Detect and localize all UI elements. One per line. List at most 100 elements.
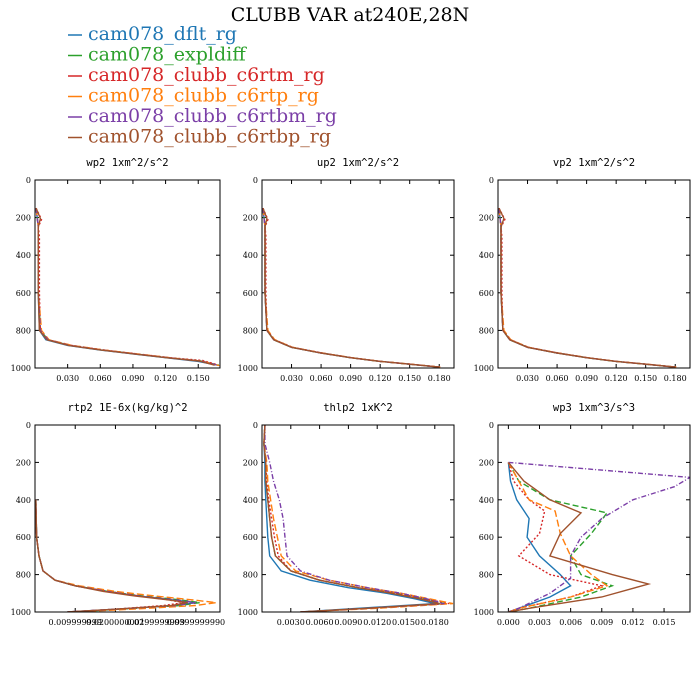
- x-tick-label: 0.0180: [421, 618, 449, 627]
- series-line-cam078_clubb_c6rtp_rg: [263, 425, 454, 612]
- legend-label: cam078_clubb_c6rtp_rg: [88, 85, 319, 107]
- legend-item: cam078_clubb_c6rtp_rg: [68, 85, 319, 107]
- y-tick-label: 200: [243, 214, 258, 223]
- plot-frame: [497, 179, 691, 369]
- legend-item: cam078_dflt_rg: [68, 23, 237, 45]
- legend-item: cam078_clubb_c6rtbm_rg: [68, 105, 337, 127]
- y-tick-label: 0: [253, 176, 258, 185]
- series-line-cam078_clubb_c6rtbp_rg: [35, 207, 215, 366]
- series-line-cam078_clubb_c6rtbp_rg: [35, 499, 188, 612]
- legend-label: cam078_dflt_rg: [88, 23, 237, 45]
- series-line-cam078_clubb_c6rtbm_rg: [498, 208, 676, 368]
- series-line-cam078_clubb_c6rtp_rg: [35, 208, 220, 367]
- series-line-cam078_expldiff: [263, 425, 445, 612]
- y-tick-label: 400: [479, 251, 494, 260]
- series-line-cam078_expldiff: [35, 499, 200, 612]
- plot-frame: [261, 424, 455, 613]
- x-tick-label: 0.150: [398, 374, 421, 383]
- series-line-cam078_clubb_c6rtbp_rg: [498, 207, 676, 368]
- x-tick-label: 0.000: [497, 618, 520, 627]
- panel-title: up2 1xm^2/s^2: [317, 157, 399, 169]
- series-line-cam078_clubb_c6rtp_rg: [507, 462, 609, 612]
- x-tick-label: 0.060: [310, 374, 333, 383]
- x-tick-label: 0.180: [428, 374, 451, 383]
- y-tick-label: 800: [243, 326, 258, 335]
- x-tick-label: 0.060: [546, 374, 569, 383]
- plot-frame: [34, 424, 221, 613]
- y-tick-label: 800: [16, 326, 31, 335]
- x-tick-label: 0.009: [590, 618, 613, 627]
- x-tick-label: 0.180: [664, 374, 687, 383]
- y-tick-label: 200: [16, 458, 31, 467]
- series-line-cam078_dflt_rg: [498, 208, 676, 368]
- series-line-cam078_dflt_rg: [507, 462, 572, 612]
- y-tick-label: 600: [16, 533, 31, 542]
- series-line-cam078_clubb_c6rtm_rg: [35, 207, 216, 365]
- y-tick-label: 200: [16, 214, 31, 223]
- legend-item: cam078_clubb_c6rtm_rg: [68, 64, 325, 86]
- series-line-cam078_clubb_c6rtp_rg: [498, 208, 677, 368]
- y-tick-label: 800: [479, 326, 494, 335]
- legend: cam078_dflt_rgcam078_expldiffcam078_club…: [68, 23, 337, 148]
- x-tick-label: 0.015: [653, 618, 676, 627]
- y-tick-label: 1000: [238, 608, 258, 617]
- y-tick-label: 400: [16, 496, 31, 505]
- x-tick-label: 0.0200000001: [86, 618, 145, 627]
- panels: wp2 1xm^2/s^2 0 200 400 600 800 1000 0.030 0.060…: [11, 157, 691, 627]
- y-tick-label: 600: [479, 289, 494, 298]
- x-tick-label: 0.090: [339, 374, 362, 383]
- legend-label: cam078_clubb_c6rtm_rg: [88, 64, 325, 86]
- series-line-cam078_clubb_c6rtm_rg: [262, 207, 441, 368]
- y-tick-label: 400: [479, 496, 494, 505]
- y-tick-label: 0: [253, 421, 258, 430]
- y-tick-label: 600: [16, 289, 31, 298]
- y-tick-label: 800: [243, 571, 258, 580]
- x-tick-label: 0.003: [528, 618, 551, 627]
- series-line-cam078_clubb_c6rtbp_rg: [263, 425, 440, 612]
- panel-title: thlp2 1xK^2: [323, 402, 393, 414]
- series-line-cam078_expldiff: [262, 208, 440, 368]
- x-tick-label: 0.006: [559, 618, 582, 627]
- panel-title: vp2 1xm^2/s^2: [553, 157, 635, 169]
- series-line-cam078_clubb_c6rtbm_rg: [508, 461, 690, 612]
- x-tick-label: 0.0030: [277, 618, 305, 627]
- y-tick-label: 1000: [11, 608, 31, 617]
- y-tick-label: 800: [479, 571, 494, 580]
- x-tick-label: 0.030: [280, 374, 303, 383]
- x-tick-label: 0.150: [187, 374, 210, 383]
- legend-label: cam078_expldiff: [88, 44, 247, 66]
- x-tick-label: 0.120: [605, 374, 628, 383]
- x-tick-label: 0.0120: [363, 618, 391, 627]
- x-tick-label: 0.120: [154, 374, 177, 383]
- plot-frame: [261, 179, 455, 369]
- plot-frame: [497, 424, 691, 613]
- y-tick-label: 400: [243, 496, 258, 505]
- y-tick-label: 1000: [11, 364, 31, 373]
- y-tick-label: 0: [489, 421, 494, 430]
- legend-label: cam078_clubb_c6rtbp_rg: [88, 126, 331, 148]
- series-line-cam078_clubb_c6rtbm_rg: [35, 208, 218, 366]
- panel-title: wp3 1xm^3/s^3: [553, 402, 635, 414]
- series-line-cam078_clubb_c6rtm_rg: [35, 499, 184, 612]
- panel-2: up2 1xm^2/s^2 0 200 400 600 800 1000 0.030 0.060…: [238, 157, 455, 383]
- figure-title: CLUBB VAR at240E,28N: [231, 4, 470, 26]
- y-tick-label: 0: [26, 421, 31, 430]
- y-tick-label: 200: [479, 458, 494, 467]
- series-line-cam078_clubb_c6rtbp_rg: [262, 207, 440, 368]
- x-tick-label: 0.0299999999: [126, 618, 185, 627]
- series-line-cam078_dflt_rg: [263, 425, 435, 612]
- y-tick-label: 400: [243, 251, 258, 260]
- panel-4: rtp2 1E-6x(kg/kg)^2 0 200 400 600 800 1000 0.00…: [11, 402, 225, 627]
- series-line-cam078_clubb_c6rtm_rg: [498, 207, 677, 368]
- x-tick-label: 0.009999999: [48, 618, 101, 627]
- y-tick-label: 1000: [474, 364, 494, 373]
- x-tick-label: 0.060: [89, 374, 112, 383]
- x-tick-label: 0.030: [56, 374, 79, 383]
- x-tick-label: 0.0060: [306, 618, 334, 627]
- y-tick-label: 800: [16, 571, 31, 580]
- panel-1: wp2 1xm^2/s^2 0 200 400 600 800 1000 0.030 0.060…: [11, 157, 221, 383]
- x-tick-label: 0.090: [121, 374, 144, 383]
- series-line-cam078_clubb_c6rtm_rg: [263, 425, 450, 612]
- plot-frame: [34, 179, 221, 369]
